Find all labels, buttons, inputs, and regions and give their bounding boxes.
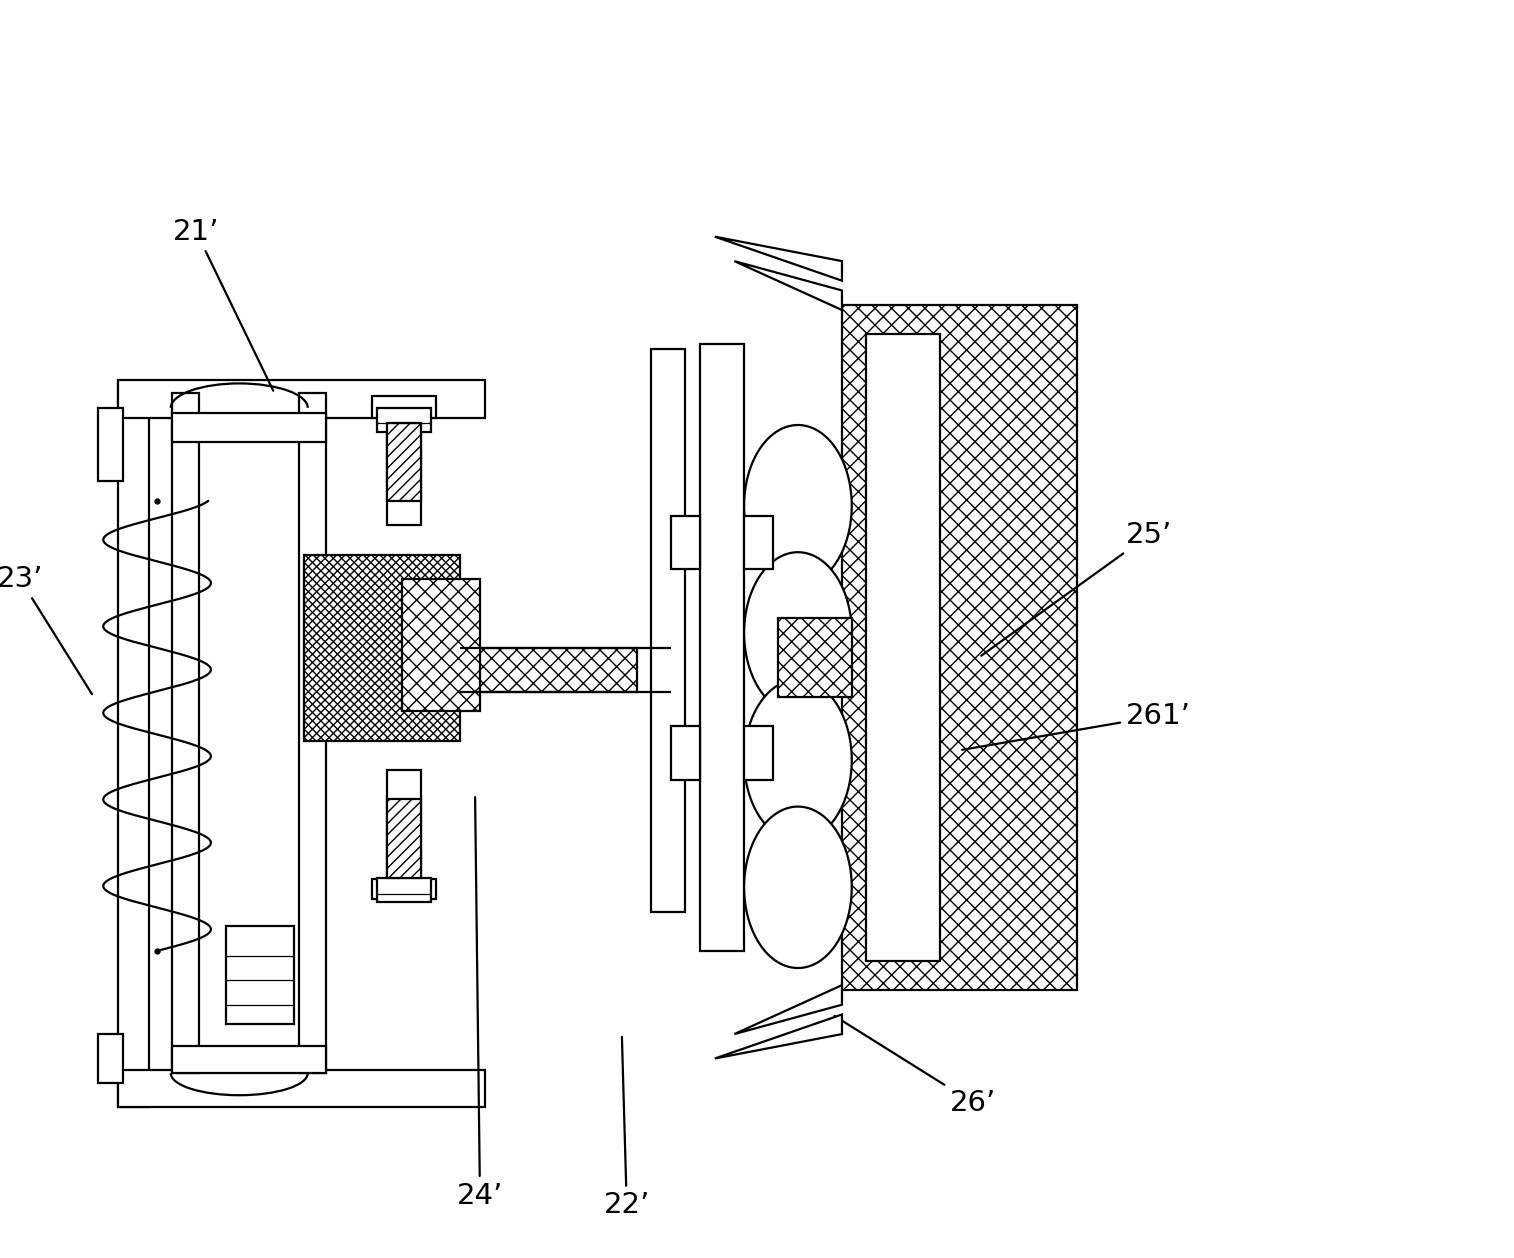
Bar [401,579,480,711]
Bar [118,380,484,418]
Bar [377,408,431,433]
Polygon shape [745,806,852,967]
Bar [98,1034,123,1083]
Text: 24’: 24’ [457,798,503,1209]
Text: 23’: 23’ [0,565,92,694]
Polygon shape [745,679,852,840]
Polygon shape [745,425,852,586]
Bar [372,396,436,418]
Bar [372,879,436,899]
Bar [778,618,852,697]
Text: 25’: 25’ [981,521,1172,655]
Text: 22’: 22’ [604,1037,650,1219]
Polygon shape [715,1014,842,1058]
Bar [304,555,460,741]
Text: 21’: 21’ [173,218,273,391]
Bar [866,335,940,961]
Bar [671,516,699,570]
Polygon shape [745,552,852,713]
Bar [298,394,327,1073]
Bar [98,408,123,482]
Bar [671,726,699,780]
Bar [304,555,460,741]
Bar [388,799,421,878]
Bar [226,926,294,1024]
Bar [388,403,421,526]
Bar [118,384,150,1107]
Bar [460,648,636,692]
Polygon shape [734,985,842,1034]
Bar [118,1071,484,1107]
Text: 261’: 261’ [961,702,1190,750]
Bar [745,516,774,570]
Bar [699,345,745,951]
Bar [842,306,1076,990]
Bar [388,423,421,501]
Bar [388,770,421,892]
Bar [171,1045,327,1073]
Bar [171,413,327,442]
Bar [651,350,686,912]
Bar [171,394,200,1073]
Polygon shape [715,237,842,281]
Polygon shape [734,262,842,309]
Text: 26’: 26’ [834,1016,996,1117]
Bar [377,878,431,902]
Bar [745,726,774,780]
